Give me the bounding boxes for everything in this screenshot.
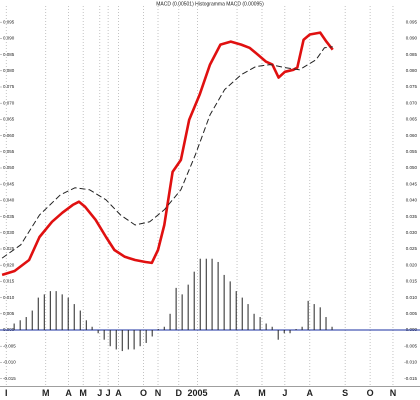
y-tick-label: 0.040 — [406, 198, 418, 203]
y-tick-label: -0.010 — [404, 360, 417, 365]
y-tick-label: 0.010 — [3, 295, 15, 300]
y-tick-label: -0.015 — [3, 376, 16, 381]
y-tick-label: 0.015 — [406, 279, 418, 284]
x-tick-label: S — [342, 388, 348, 398]
x-tick-label: A — [307, 388, 314, 398]
y-tick-label: 0.090 — [3, 36, 15, 41]
y-tick-label: 0.030 — [3, 230, 15, 235]
y-tick-label: 0.025 — [406, 246, 418, 251]
y-tick-label: 0.045 — [406, 181, 418, 186]
x-tick-label: O — [140, 388, 147, 398]
x-tick-label: D — [176, 388, 183, 398]
y-tick-label: 0.045 — [3, 181, 15, 186]
y-tick-label: 0.095 — [406, 19, 418, 24]
x-tick-label: 2005 — [188, 388, 208, 398]
y-tick-label: 0.085 — [406, 52, 418, 57]
y-tick-label: 0.075 — [3, 84, 15, 89]
y-tick-label: 0.065 — [3, 117, 15, 122]
y-tick-label: 0.070 — [406, 100, 418, 105]
y-tick-label: 0.035 — [406, 214, 418, 219]
y-tick-label: 0.040 — [3, 198, 15, 203]
x-tick-label: J — [106, 388, 111, 398]
x-tick-label: A — [65, 388, 72, 398]
x-tick-label: M — [42, 388, 50, 398]
y-tick-label: 0.035 — [3, 214, 15, 219]
chart-title: MACD (0.00501) Histogramma MACD (0.00095… — [156, 1, 264, 7]
y-tick-label: -0.005 — [404, 343, 417, 348]
signal-line — [1, 46, 333, 259]
y-tick-label: 0.085 — [3, 52, 15, 57]
y-tick-label: 0.080 — [406, 68, 418, 73]
y-tick-label: 0.005 — [3, 311, 15, 316]
x-tick-label: O — [367, 388, 374, 398]
x-tick-label: A — [234, 388, 241, 398]
y-tick-label: -0.005 — [3, 343, 16, 348]
y-tick-label: 0.050 — [406, 165, 418, 170]
y-tick-label: 0.055 — [406, 149, 418, 154]
y-tick-label: 0.020 — [3, 262, 15, 267]
y-tick-label: 0.010 — [406, 295, 418, 300]
y-tick-label: 0.050 — [3, 165, 15, 170]
y-tick-label: 0.095 — [3, 19, 15, 24]
x-tick-label: J — [97, 388, 102, 398]
x-tick-label: J — [282, 388, 287, 398]
y-tick-label: 0.080 — [3, 68, 15, 73]
macd-line — [1, 31, 334, 277]
x-tick-label: N — [390, 388, 397, 398]
x-tick-label: N — [155, 388, 162, 398]
y-tick-label: 0.055 — [3, 149, 15, 154]
y-tick-label: 0.090 — [406, 36, 418, 41]
x-tick-label: M — [258, 388, 266, 398]
y-tick-label: 0.005 — [406, 311, 418, 316]
y-tick-label: 0.025 — [3, 246, 15, 251]
y-tick-label: 0.075 — [406, 84, 418, 89]
y-tick-label: 0.070 — [3, 100, 15, 105]
y-tick-label: 0.020 — [406, 262, 418, 267]
x-tick-label: A — [115, 388, 122, 398]
y-tick-label: 0.060 — [406, 133, 418, 138]
x-tick-label: M — [79, 388, 87, 398]
y-tick-label: 0.030 — [406, 230, 418, 235]
y-tick-label: 0.015 — [3, 279, 15, 284]
y-tick-label: -0.015 — [404, 376, 417, 381]
x-tick-label: I — [5, 388, 8, 398]
y-tick-label: 0.060 — [3, 133, 15, 138]
y-tick-label: 0.065 — [406, 117, 418, 122]
y-tick-label: -0.010 — [3, 360, 16, 365]
